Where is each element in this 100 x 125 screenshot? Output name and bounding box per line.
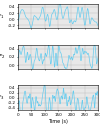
Y-axis label: $F_2$: $F_2$ [0,52,6,61]
X-axis label: Time (s): Time (s) [48,119,68,124]
Y-axis label: $F_3$: $F_3$ [0,93,4,102]
Y-axis label: $F_1$: $F_1$ [0,12,4,20]
